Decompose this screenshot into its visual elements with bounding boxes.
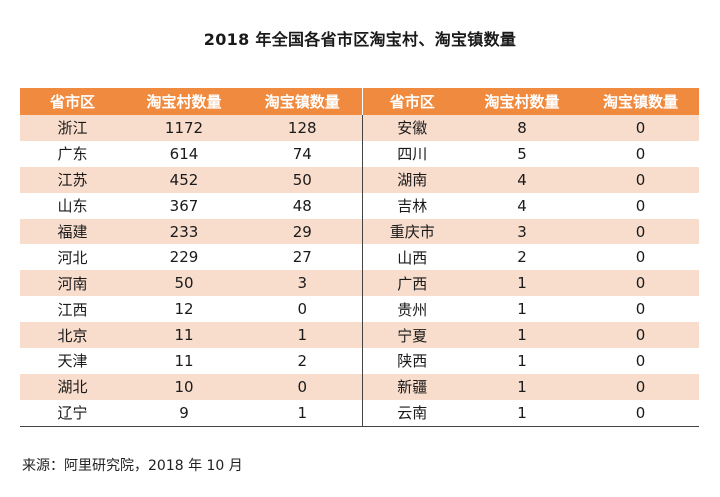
left-region-cell: 辽宁 (20, 399, 125, 427)
left-region-cell: 山东 (20, 192, 125, 219)
left-region-cell: 广东 (20, 140, 125, 167)
right-villages-cell: 1 (462, 270, 582, 297)
left-region-cell: 河南 (20, 270, 125, 297)
table-row: 江苏 452 50 湖南 4 0 (20, 166, 699, 193)
header-left-region: 省市区 (20, 88, 125, 115)
right-region-cell: 陕西 (362, 348, 462, 374)
right-towns-cell: 0 (582, 399, 699, 427)
header-left-villages: 淘宝村数量 (125, 88, 243, 115)
right-towns-cell: 0 (582, 270, 699, 297)
left-region-cell: 福建 (20, 218, 125, 245)
right-towns-cell: 0 (582, 322, 699, 349)
header-right-villages: 淘宝村数量 (462, 88, 582, 115)
right-region-cell: 广西 (362, 270, 462, 297)
right-region-cell: 贵州 (362, 296, 462, 323)
left-villages-cell: 229 (125, 244, 243, 271)
left-region-cell: 北京 (20, 322, 125, 349)
left-villages-cell: 9 (125, 399, 243, 427)
right-villages-cell: 1 (462, 322, 582, 349)
right-region-cell: 四川 (362, 140, 462, 167)
right-region-cell: 湖南 (362, 166, 462, 193)
left-villages-cell: 11 (125, 322, 243, 349)
left-towns-cell: 48 (243, 192, 363, 219)
left-towns-cell: 0 (243, 373, 363, 400)
table-row: 湖北 10 0 新疆 1 0 (20, 373, 699, 400)
table-title: 2018 年全国各省市区淘宝村、淘宝镇数量 (203, 30, 517, 49)
right-villages-cell: 4 (462, 192, 582, 219)
left-towns-cell: 128 (243, 115, 363, 141)
left-villages-cell: 367 (125, 192, 243, 219)
right-towns-cell: 0 (582, 166, 699, 193)
left-villages-cell: 614 (125, 140, 243, 167)
right-region-cell: 吉林 (362, 192, 462, 219)
header-right-towns: 淘宝镇数量 (582, 88, 699, 115)
table-row: 北京 11 1 宁夏 1 0 (20, 322, 699, 349)
right-region-cell: 新疆 (362, 373, 462, 400)
right-towns-cell: 0 (582, 373, 699, 400)
right-region-cell: 宁夏 (362, 322, 462, 349)
left-towns-cell: 27 (243, 244, 363, 271)
left-villages-cell: 233 (125, 218, 243, 245)
right-region-cell: 山西 (362, 244, 462, 271)
header-right-region: 省市区 (362, 88, 462, 115)
left-towns-cell: 3 (243, 270, 363, 297)
right-towns-cell: 0 (582, 348, 699, 374)
right-villages-cell: 2 (462, 244, 582, 271)
table-body: 浙江 1172 128 安徽 8 0 广东 614 74 四川 5 0 江苏 452 50 湖南 4 0 山东 367… (20, 115, 699, 427)
left-towns-cell: 0 (243, 296, 363, 323)
right-villages-cell: 1 (462, 296, 582, 323)
left-towns-cell: 50 (243, 166, 363, 193)
left-towns-cell: 1 (243, 399, 363, 427)
left-villages-cell: 50 (125, 270, 243, 297)
left-towns-cell: 1 (243, 322, 363, 349)
table-header-row: 省市区 淘宝村数量 淘宝镇数量 省市区 淘宝村数量 淘宝镇数量 (20, 88, 699, 115)
right-region-cell: 重庆市 (362, 218, 462, 245)
right-villages-cell: 1 (462, 399, 582, 427)
left-villages-cell: 1172 (125, 115, 243, 141)
right-region-cell: 云南 (362, 399, 462, 427)
right-towns-cell: 0 (582, 115, 699, 141)
right-towns-cell: 0 (582, 244, 699, 271)
table-row: 江西 12 0 贵州 1 0 (20, 296, 699, 323)
left-region-cell: 河北 (20, 244, 125, 271)
right-villages-cell: 5 (462, 140, 582, 167)
table-row: 天津 11 2 陕西 1 0 (20, 348, 699, 374)
table-row: 河北 229 27 山西 2 0 (20, 244, 699, 271)
left-towns-cell: 2 (243, 348, 363, 374)
taobao-village-table: 省市区 淘宝村数量 淘宝镇数量 省市区 淘宝村数量 淘宝镇数量 浙江 1172 12… (20, 88, 699, 427)
table-row: 浙江 1172 128 安徽 8 0 (20, 115, 699, 141)
left-villages-cell: 12 (125, 296, 243, 323)
table-row: 广东 614 74 四川 5 0 (20, 140, 699, 167)
right-towns-cell: 0 (582, 140, 699, 167)
right-towns-cell: 0 (582, 192, 699, 219)
left-towns-cell: 29 (243, 218, 363, 245)
source-note: 来源：阿里研究院，2018 年 10 月 (22, 458, 243, 474)
right-villages-cell: 1 (462, 373, 582, 400)
table-row: 山东 367 48 吉林 4 0 (20, 192, 699, 219)
table-row: 福建 233 29 重庆市 3 0 (20, 218, 699, 245)
right-villages-cell: 8 (462, 115, 582, 141)
left-region-cell: 江西 (20, 296, 125, 323)
left-villages-cell: 452 (125, 166, 243, 193)
left-region-cell: 天津 (20, 348, 125, 374)
left-region-cell: 浙江 (20, 115, 125, 141)
header-left-towns: 淘宝镇数量 (243, 88, 363, 115)
table-row: 河南 50 3 广西 1 0 (20, 270, 699, 297)
left-region-cell: 湖北 (20, 373, 125, 400)
right-villages-cell: 4 (462, 166, 582, 193)
right-villages-cell: 3 (462, 218, 582, 245)
right-region-cell: 安徽 (362, 115, 462, 141)
right-towns-cell: 0 (582, 218, 699, 245)
right-villages-cell: 1 (462, 348, 582, 374)
left-towns-cell: 74 (243, 140, 363, 167)
table-row: 辽宁 9 1 云南 1 0 (20, 399, 699, 427)
right-towns-cell: 0 (582, 296, 699, 323)
left-villages-cell: 11 (125, 348, 243, 374)
left-villages-cell: 10 (125, 373, 243, 400)
left-region-cell: 江苏 (20, 166, 125, 193)
